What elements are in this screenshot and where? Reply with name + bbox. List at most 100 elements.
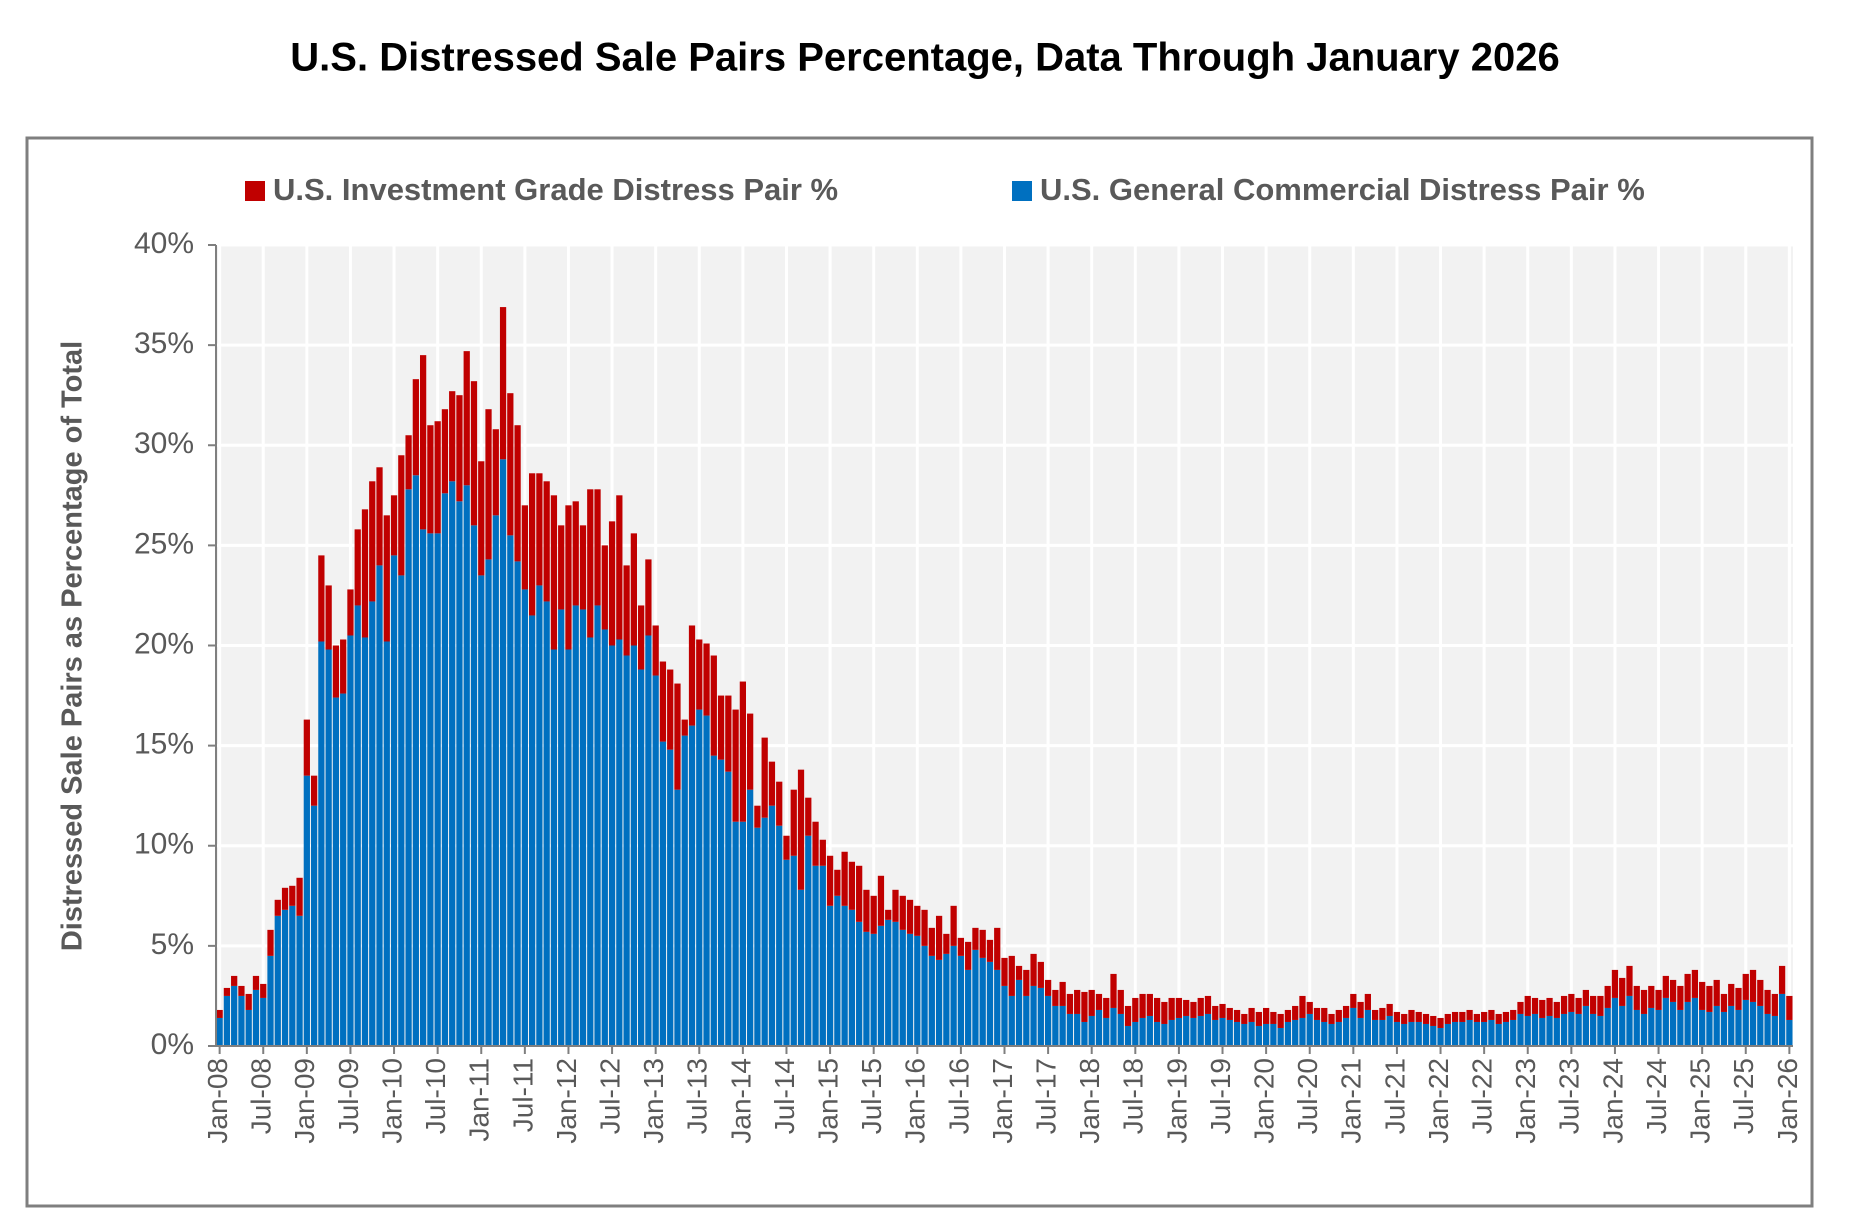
bar-segment	[1568, 1011, 1575, 1046]
bar-segment	[1335, 1009, 1342, 1022]
bar-segment	[725, 695, 732, 772]
y-tick-label: 0%	[151, 1028, 194, 1061]
bar-segment	[1648, 1007, 1655, 1046]
bar-segment	[572, 605, 579, 1046]
bar-segment	[1386, 1015, 1393, 1046]
bar-segment	[412, 379, 419, 476]
bar-segment	[1553, 1001, 1560, 1018]
bar-segment	[1241, 1013, 1248, 1024]
bar-segment	[1008, 995, 1015, 1046]
bar-segment	[1190, 1001, 1197, 1018]
bar-segment	[1575, 1013, 1582, 1046]
bar-segment	[965, 969, 972, 1046]
bar-segment	[1270, 1023, 1277, 1046]
bar-segment	[1023, 995, 1030, 1046]
x-tick-label: Jan-10	[376, 1058, 407, 1144]
bar-segment	[405, 435, 412, 490]
y-tick-label: 35%	[134, 327, 194, 360]
legend-swatch	[245, 181, 265, 201]
bar-segment	[260, 997, 267, 1046]
bar-segment	[274, 915, 281, 1046]
x-tick-label: Jan-17	[987, 1058, 1018, 1144]
bar-segment	[928, 955, 935, 1046]
bar-segment	[841, 851, 848, 906]
bar-segment	[514, 561, 521, 1046]
bar-segment	[231, 985, 238, 1046]
bar-segment	[1226, 1007, 1233, 1020]
bar-segment	[1582, 989, 1590, 1006]
bar-segment	[1771, 1015, 1778, 1046]
bar-segment	[608, 521, 616, 646]
bar-segment	[1669, 1001, 1677, 1046]
bar-segment	[1044, 979, 1052, 996]
y-axis-label: Distressed Sale Pairs as Percentage of T…	[57, 341, 89, 951]
bar-segment	[1699, 981, 1706, 1010]
bar-segment	[1590, 1013, 1597, 1046]
bar-segment	[1037, 961, 1044, 988]
bar-segment	[638, 669, 645, 1046]
bar-segment	[449, 391, 456, 482]
bar-segment	[797, 769, 805, 890]
bar-segment	[1081, 1021, 1088, 1046]
bar-segment	[376, 467, 383, 566]
bar-segment	[1321, 1021, 1328, 1046]
bar-segment	[1451, 1021, 1459, 1046]
bar-segment	[456, 501, 463, 1046]
x-tick-label: Jan-11	[464, 1058, 495, 1142]
bar-segment	[565, 649, 572, 1046]
bar-segment	[1728, 1005, 1735, 1046]
bar-segment	[507, 393, 514, 536]
bar-segment	[1233, 1021, 1241, 1046]
x-tick-label: Jan-18	[1074, 1058, 1105, 1144]
bar-segment	[318, 555, 325, 642]
bar-segment	[1095, 1009, 1103, 1046]
bar-segment	[652, 675, 659, 1046]
bar-segment	[1015, 979, 1023, 1046]
bar-segment	[1531, 1013, 1539, 1046]
bar-segment	[870, 933, 877, 1046]
bar-segment	[1219, 1003, 1226, 1018]
bar-segment	[652, 625, 659, 676]
bar-segment	[1430, 1025, 1437, 1046]
bar-segment	[1401, 1023, 1408, 1046]
bar-segment	[1015, 965, 1023, 980]
bar-segment	[994, 927, 1001, 970]
bar-segment	[1248, 1007, 1255, 1022]
bar-segment	[725, 771, 732, 1046]
bar-segment	[260, 983, 267, 998]
bar-segment	[245, 993, 252, 1010]
bar-segment	[427, 425, 434, 534]
bar-segment	[1604, 1007, 1611, 1046]
bar-segment	[325, 649, 332, 1046]
bar-segment	[935, 915, 943, 960]
y-tick-label: 25%	[134, 527, 194, 560]
bar-segment	[994, 969, 1001, 1046]
bar-segment	[1633, 985, 1640, 1010]
bar-segment	[289, 905, 296, 1046]
bar-segment	[1713, 1005, 1720, 1046]
bar-segment	[819, 865, 826, 1046]
bar-segment	[790, 855, 797, 1046]
bar-segment	[1372, 1019, 1379, 1046]
bar-segment	[747, 789, 754, 1046]
bar-segment	[281, 887, 289, 910]
bar-segment	[1095, 993, 1103, 1010]
bar-segment	[906, 933, 914, 1046]
bar-segment	[296, 877, 303, 916]
bar-segment	[1306, 1001, 1313, 1014]
bar-segment	[1640, 1013, 1648, 1046]
bar-segment	[1008, 955, 1015, 996]
bar-segment	[325, 585, 332, 650]
bar-segment	[710, 755, 717, 1046]
bar-segment	[1553, 1017, 1560, 1046]
bar-segment	[485, 409, 492, 560]
bar-segment	[1539, 1017, 1546, 1046]
bar-segment	[1241, 1023, 1248, 1046]
x-tick-label: Jul-20	[1292, 1058, 1323, 1134]
bar-segment	[1662, 975, 1669, 998]
bar-segment	[558, 609, 565, 1046]
bar-segment	[463, 485, 470, 1046]
bar-segment	[1495, 1013, 1502, 1024]
bar-segment	[616, 639, 623, 1046]
